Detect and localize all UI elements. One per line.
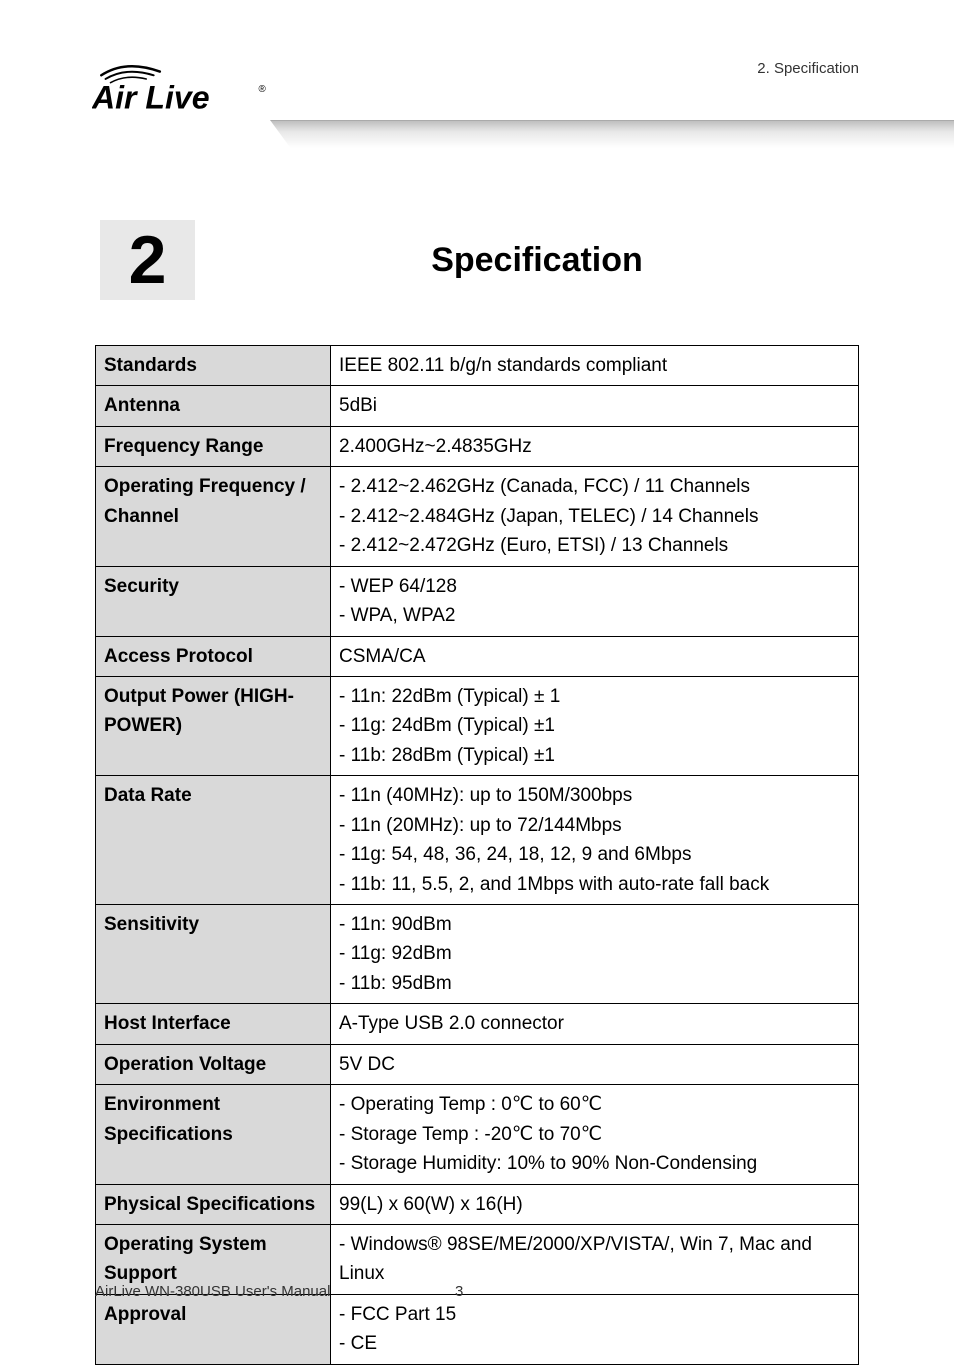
spec-value: - 11n (40MHz): up to 150M/300bps- 11n (2… bbox=[331, 776, 859, 905]
footer-page-number: 3 bbox=[455, 1283, 463, 1300]
table-row: Operating Frequency / Channel- 2.412~2.4… bbox=[96, 467, 859, 566]
spec-value: - WEP 64/128- WPA, WPA2 bbox=[331, 566, 859, 636]
spec-value: 2.400GHz~2.4835GHz bbox=[331, 426, 859, 466]
table-row: Environment Specifications- Operating Te… bbox=[96, 1085, 859, 1184]
spec-label: Operating Frequency / Channel bbox=[96, 467, 331, 566]
table-row: Sensitivity- 11n: 90dBm- 11g: 92dBm- 11b… bbox=[96, 905, 859, 1004]
table-row: Operation Voltage5V DC bbox=[96, 1044, 859, 1084]
spec-value: IEEE 802.11 b/g/n standards compliant bbox=[331, 346, 859, 386]
spec-label: Frequency Range bbox=[96, 426, 331, 466]
spec-label: Access Protocol bbox=[96, 636, 331, 676]
chapter-number-box: 2 bbox=[100, 220, 195, 300]
table-row: Access ProtocolCSMA/CA bbox=[96, 636, 859, 676]
page-footer: AirLive WN-380USB User's Manual 3 bbox=[95, 1283, 859, 1300]
spec-value: - 11n: 22dBm (Typical) ± 1- 11g: 24dBm (… bbox=[331, 676, 859, 775]
spec-value: CSMA/CA bbox=[331, 636, 859, 676]
spec-value: A-Type USB 2.0 connector bbox=[331, 1004, 859, 1044]
table-row: Data Rate- 11n (40MHz): up to 150M/300bp… bbox=[96, 776, 859, 905]
table-row: Host InterfaceA-Type USB 2.0 connector bbox=[96, 1004, 859, 1044]
spec-value: - 11n: 90dBm- 11g: 92dBm- 11b: 95dBm bbox=[331, 905, 859, 1004]
spec-label: Approval bbox=[96, 1294, 331, 1364]
spec-value: 99(L) x 60(W) x 16(H) bbox=[331, 1184, 859, 1224]
spec-label: Operation Voltage bbox=[96, 1044, 331, 1084]
table-row: Security- WEP 64/128- WPA, WPA2 bbox=[96, 566, 859, 636]
spec-value: 5dBi bbox=[331, 386, 859, 426]
specification-table: StandardsIEEE 802.11 b/g/n standards com… bbox=[95, 345, 859, 1365]
spec-label: Physical Specifications bbox=[96, 1184, 331, 1224]
spec-label: Standards bbox=[96, 346, 331, 386]
chapter-number: 2 bbox=[129, 221, 167, 299]
spec-label: Antenna bbox=[96, 386, 331, 426]
spec-label: Environment Specifications bbox=[96, 1085, 331, 1184]
table-row: Antenna5dBi bbox=[96, 386, 859, 426]
spec-value: - Operating Temp : 0℃ to 60℃- Storage Te… bbox=[331, 1085, 859, 1184]
chapter-heading: 2 Specification bbox=[95, 220, 859, 300]
table-row: Physical Specifications99(L) x 60(W) x 1… bbox=[96, 1184, 859, 1224]
spec-label: Security bbox=[96, 566, 331, 636]
chapter-title: Specification bbox=[315, 241, 859, 280]
table-row: Approval- FCC Part 15- CE bbox=[96, 1294, 859, 1364]
header-divider bbox=[270, 120, 954, 148]
spec-label: Output Power (HIGH-POWER) bbox=[96, 676, 331, 775]
table-row: StandardsIEEE 802.11 b/g/n standards com… bbox=[96, 346, 859, 386]
table-row: Output Power (HIGH-POWER)- 11n: 22dBm (T… bbox=[96, 676, 859, 775]
spec-value: - 2.412~2.462GHz (Canada, FCC) / 11 Chan… bbox=[331, 467, 859, 566]
spec-value: - FCC Part 15- CE bbox=[331, 1294, 859, 1364]
svg-text:®: ® bbox=[258, 84, 266, 95]
header-section-label: 2. Specification bbox=[757, 60, 859, 77]
spec-value: 5V DC bbox=[331, 1044, 859, 1084]
svg-text:Air Live: Air Live bbox=[92, 80, 210, 116]
airlive-logo: Air Live ® bbox=[92, 58, 277, 122]
table-row: Frequency Range2.400GHz~2.4835GHz bbox=[96, 426, 859, 466]
spec-label: Data Rate bbox=[96, 776, 331, 905]
spec-label: Host Interface bbox=[96, 1004, 331, 1044]
footer-manual-name: AirLive WN-380USB User's Manual bbox=[95, 1283, 455, 1300]
spec-label: Sensitivity bbox=[96, 905, 331, 1004]
